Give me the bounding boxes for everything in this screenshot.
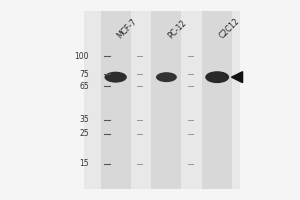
Text: MCF-7: MCF-7 xyxy=(116,17,139,40)
Text: 100: 100 xyxy=(74,52,89,61)
Text: C2C12: C2C12 xyxy=(217,17,241,40)
FancyArrow shape xyxy=(232,72,243,83)
Bar xyxy=(152,11,182,189)
Text: 15: 15 xyxy=(79,159,89,168)
Text: 25: 25 xyxy=(79,129,89,138)
Text: 65: 65 xyxy=(79,82,89,91)
Ellipse shape xyxy=(205,71,229,83)
Bar xyxy=(202,11,232,189)
Ellipse shape xyxy=(104,72,127,83)
Bar xyxy=(101,11,130,189)
Text: PC-12: PC-12 xyxy=(167,18,188,40)
Text: 35: 35 xyxy=(79,115,89,124)
Ellipse shape xyxy=(156,72,177,82)
Bar xyxy=(84,11,240,189)
Text: 75: 75 xyxy=(79,70,89,79)
